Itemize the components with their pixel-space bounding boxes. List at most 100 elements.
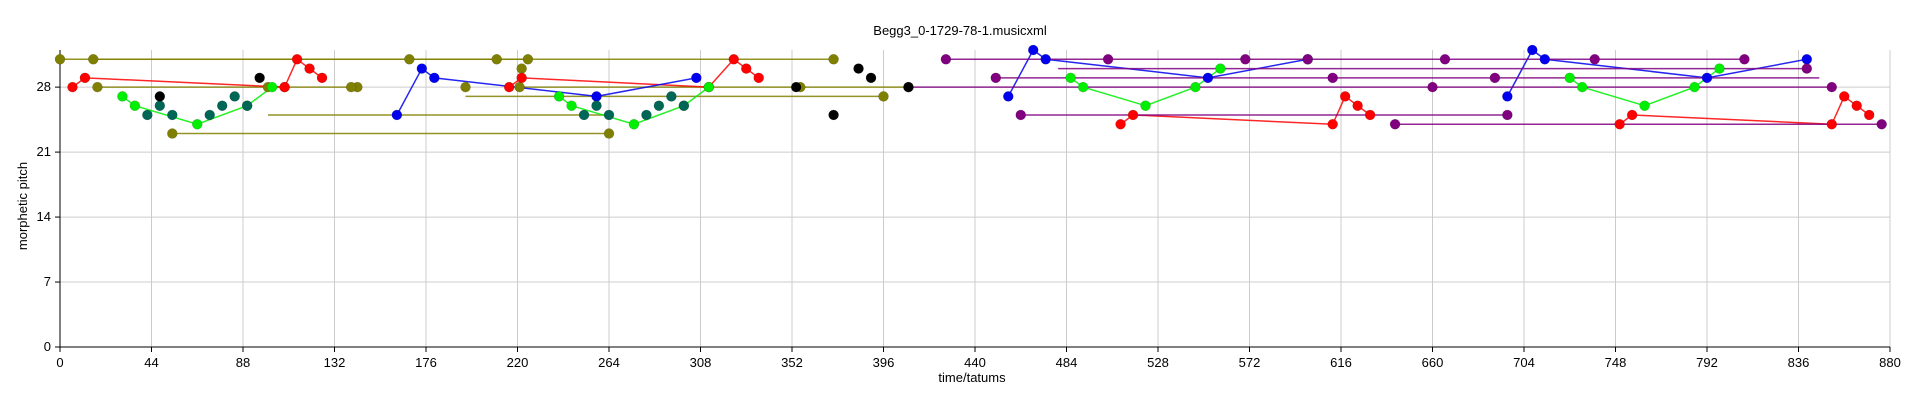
y-tick-label: 7 bbox=[44, 274, 51, 289]
data-point-red bbox=[1127, 109, 1139, 121]
data-point-red bbox=[279, 81, 290, 93]
data-point-red bbox=[1863, 109, 1875, 121]
data-point-teal bbox=[591, 100, 602, 111]
data-point-red bbox=[79, 72, 91, 84]
data-point-purple bbox=[990, 72, 1002, 84]
data-point-olive bbox=[345, 81, 357, 93]
series-line-blue bbox=[396, 67, 697, 116]
data-point-green bbox=[1065, 72, 1076, 84]
x-tick-label: 836 bbox=[1788, 355, 1810, 370]
data-point-olive bbox=[514, 81, 525, 93]
x-tick-label: 748 bbox=[1605, 355, 1627, 370]
data-point-teal bbox=[167, 109, 178, 121]
data-point-purple bbox=[1102, 54, 1114, 65]
data-point-blue bbox=[429, 72, 440, 84]
data-point-blue bbox=[1801, 54, 1813, 65]
y-tick-label: 14 bbox=[37, 209, 51, 224]
data-point-black bbox=[790, 81, 802, 93]
data-point-green bbox=[1639, 100, 1650, 111]
data-point-purple bbox=[1327, 72, 1338, 84]
data-point-green bbox=[129, 100, 141, 111]
data-point-teal bbox=[578, 109, 590, 121]
data-point-teal bbox=[666, 91, 677, 102]
data-point-blue bbox=[1701, 72, 1713, 84]
series-lines bbox=[60, 48, 1882, 135]
data-point-green bbox=[1564, 72, 1575, 84]
data-point-red bbox=[741, 63, 752, 74]
data-point-teal bbox=[241, 100, 253, 111]
data-point-purple bbox=[1502, 109, 1513, 121]
data-point-blue bbox=[691, 72, 702, 84]
y-tick-label: 21 bbox=[37, 144, 51, 159]
x-tick-label: 880 bbox=[1879, 355, 1901, 370]
series-line-blue bbox=[1506, 48, 1807, 97]
data-point-red bbox=[503, 81, 515, 93]
data-point-olive bbox=[167, 128, 178, 139]
x-tick-label: 132 bbox=[324, 355, 346, 370]
data-point-red bbox=[1364, 109, 1376, 121]
x-tick-label: 616 bbox=[1330, 355, 1352, 370]
data-point-purple bbox=[1739, 54, 1750, 65]
data-point-olive bbox=[516, 63, 527, 74]
x-tick-label: 396 bbox=[873, 355, 895, 370]
data-point-purple bbox=[1015, 109, 1026, 121]
x-tick-label: 792 bbox=[1696, 355, 1718, 370]
data-point-red bbox=[1839, 91, 1850, 102]
data-point-green bbox=[1077, 81, 1089, 93]
x-tick-label: 88 bbox=[236, 355, 250, 370]
data-point-blue bbox=[391, 109, 403, 121]
data-point-green bbox=[1714, 63, 1725, 74]
axes: 0 44 88 132 176 220 264 308 352 396 440 484 528 572 61… bbox=[37, 50, 1901, 370]
data-point-red bbox=[1327, 119, 1338, 130]
x-tick-label: 176 bbox=[415, 355, 437, 370]
y-axis-label: morphetic pitch bbox=[15, 162, 30, 250]
data-point-green bbox=[566, 100, 577, 111]
data-point-green bbox=[553, 91, 565, 102]
data-point-red bbox=[1339, 91, 1351, 102]
data-point-green bbox=[1140, 100, 1151, 111]
x-tick-label: 44 bbox=[144, 355, 158, 370]
data-point-blue bbox=[1003, 91, 1014, 102]
y-tick-label: 0 bbox=[44, 339, 51, 354]
data-point-black bbox=[828, 109, 839, 121]
data-point-purple bbox=[1240, 54, 1251, 65]
data-point-red bbox=[1614, 119, 1625, 130]
data-point-olive bbox=[88, 54, 99, 65]
data-point-red bbox=[316, 72, 328, 84]
x-tick-label: 220 bbox=[507, 355, 529, 370]
data-point-red bbox=[304, 63, 315, 74]
data-point-red bbox=[1115, 119, 1126, 130]
data-point-purple bbox=[1589, 54, 1600, 65]
data-point-black bbox=[254, 72, 265, 84]
data-point-teal bbox=[229, 91, 240, 102]
x-tick-label: 704 bbox=[1513, 355, 1535, 370]
data-point-red bbox=[291, 54, 303, 65]
data-point-teal bbox=[678, 100, 690, 111]
data-point-green bbox=[703, 81, 715, 93]
chart-title: Begg3_0-1729-78-1.musicxml bbox=[873, 23, 1047, 38]
data-point-olive bbox=[92, 81, 103, 93]
x-tick-label: 0 bbox=[56, 355, 63, 370]
data-point-blue bbox=[416, 63, 428, 74]
data-point-red bbox=[1851, 100, 1862, 111]
x-tick-label: 440 bbox=[964, 355, 986, 370]
data-point-red bbox=[753, 72, 764, 84]
data-point-green bbox=[266, 81, 278, 93]
x-tick-label: 660 bbox=[1422, 355, 1444, 370]
data-point-green bbox=[1689, 81, 1700, 93]
x-tick-label: 308 bbox=[690, 355, 712, 370]
data-point-blue bbox=[1502, 91, 1513, 102]
data-point-teal bbox=[142, 109, 153, 121]
data-point-black bbox=[865, 72, 877, 84]
data-point-green bbox=[1576, 81, 1588, 93]
data-point-black bbox=[903, 81, 914, 93]
data-point-olive bbox=[828, 54, 839, 65]
data-point-red bbox=[1826, 119, 1838, 130]
data-point-blue bbox=[1027, 44, 1039, 56]
data-point-red bbox=[516, 72, 527, 84]
series-points bbox=[54, 44, 1887, 139]
data-point-green bbox=[192, 119, 203, 130]
data-point-green bbox=[1190, 81, 1201, 93]
